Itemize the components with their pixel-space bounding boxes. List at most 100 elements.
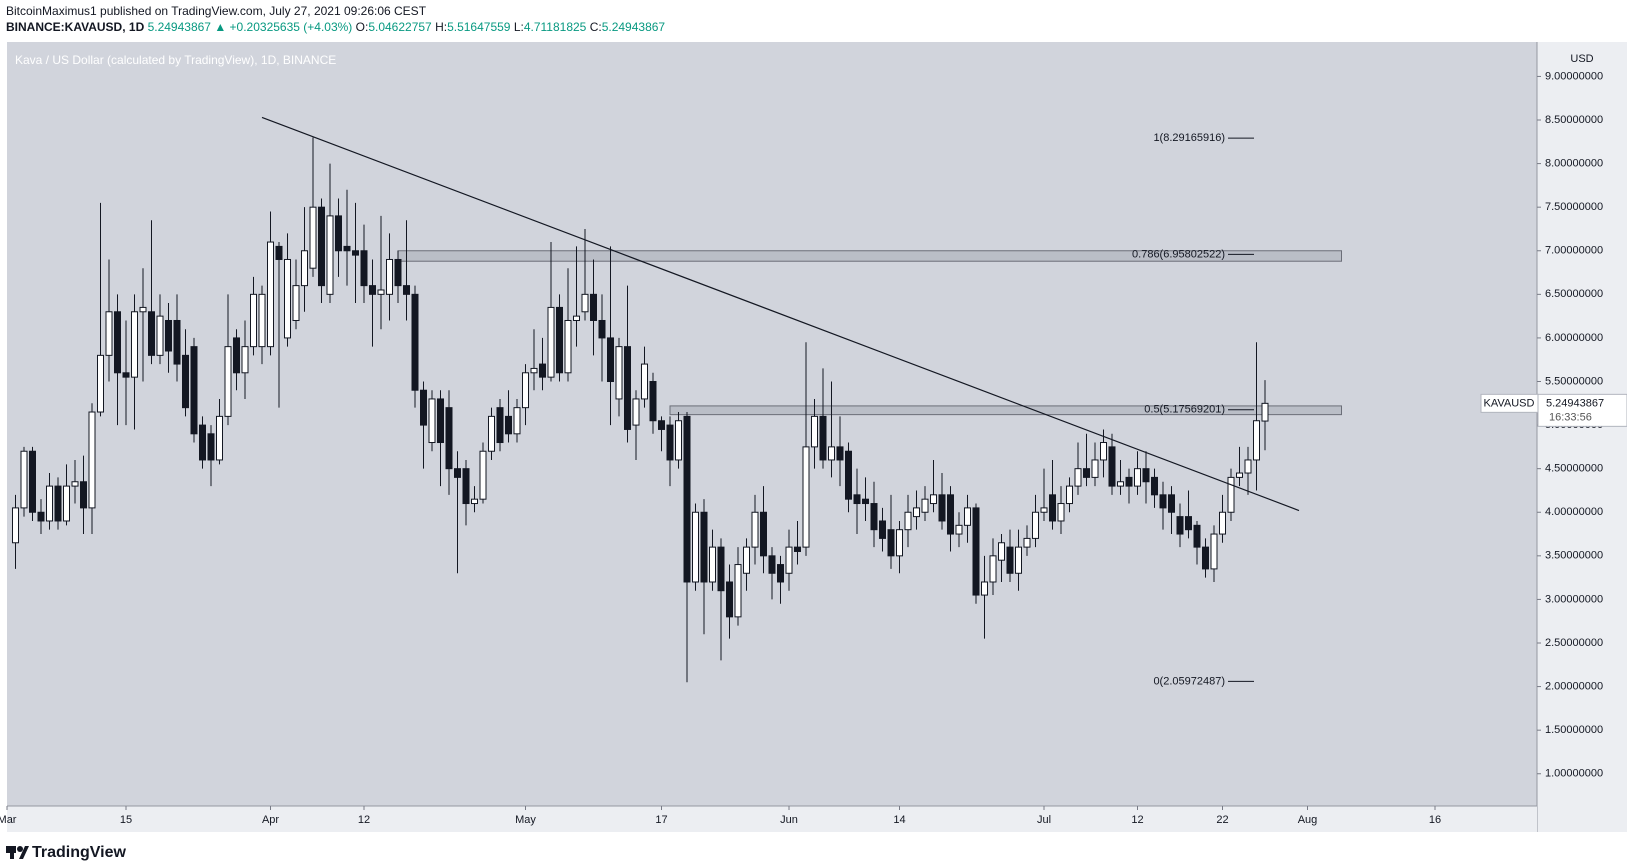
candle: [1202, 538, 1209, 578]
candle-body: [930, 494, 937, 505]
candle-body: [1253, 420, 1260, 461]
candle: [258, 285, 266, 365]
candle-body: [411, 293, 419, 391]
candle-body: [496, 407, 504, 444]
candle-body: [1142, 468, 1150, 483]
candle-body: [71, 481, 79, 487]
x-tick-label: Jul: [1037, 814, 1051, 826]
candle-body: [394, 258, 402, 287]
candle-body: [522, 372, 529, 409]
footer-logo: [6, 846, 29, 859]
candle-body: [1151, 476, 1158, 496]
symbol: BINANCE:KAVAUSD, 1D: [6, 20, 145, 34]
ohlc-label: O:: [355, 20, 369, 34]
candle: [105, 259, 113, 382]
x-tick-label: 12: [358, 814, 370, 826]
candle-body: [258, 293, 266, 348]
candle-body: [318, 206, 325, 287]
candle: [411, 285, 419, 408]
candle: [250, 276, 257, 356]
candle: [360, 224, 368, 304]
candle: [743, 538, 750, 591]
candle-body: [921, 498, 929, 513]
candle: [717, 538, 725, 661]
candle-body: [377, 289, 385, 295]
candle-body: [1193, 524, 1201, 548]
candle: [1049, 459, 1056, 530]
candle: [173, 294, 181, 382]
candle-body: [904, 511, 912, 531]
candle-body: [199, 424, 206, 461]
candle-body: [607, 337, 614, 383]
candle: [845, 442, 852, 513]
y-tick-label: 4.50000000: [1545, 463, 1603, 475]
candle-body: [1074, 468, 1082, 487]
candle: [335, 198, 342, 277]
candle: [811, 398, 818, 469]
candle: [1185, 490, 1192, 539]
candle-body: [955, 524, 963, 535]
candle: [794, 520, 801, 565]
chart-title: Kava / US Dollar (calculated by TradingV…: [15, 53, 336, 67]
candle-body: [836, 446, 844, 461]
candle-body: [734, 564, 742, 618]
candle-body: [20, 450, 28, 509]
y-tick-label: 2.50000000: [1545, 637, 1603, 649]
price-axis: [1537, 42, 1627, 832]
symbol-line: BINANCE:KAVAUSD, 1D 5.24943867 ▲ +0.2032…: [6, 19, 665, 35]
candle-body: [666, 424, 674, 461]
candle: [275, 242, 283, 408]
candle-body: [12, 507, 19, 544]
candle-body: [828, 446, 835, 461]
candle-body: [658, 420, 665, 430]
candle: [182, 329, 189, 417]
candle: [292, 259, 300, 330]
candle-body: [887, 529, 895, 557]
candle: [114, 294, 121, 426]
candle: [139, 268, 147, 382]
candle: [692, 503, 699, 591]
candle-body: [530, 367, 538, 374]
candle-body: [1066, 485, 1073, 505]
candle: [955, 512, 963, 548]
candle: [1006, 529, 1014, 582]
candle-body: [241, 346, 249, 374]
candle: [190, 337, 198, 443]
candle-body: [1083, 468, 1090, 478]
candle-body: [505, 415, 512, 435]
candle-body: [1134, 468, 1141, 487]
candle-body: [896, 529, 903, 557]
candle-body: [590, 293, 597, 321]
candle-body: [513, 407, 521, 435]
candle: [1210, 525, 1218, 582]
candle-body: [173, 319, 181, 365]
candle: [343, 189, 351, 286]
candle-body: [1244, 459, 1252, 474]
candle-body: [1159, 494, 1167, 509]
candle-body: [369, 285, 376, 295]
candle: [37, 499, 45, 535]
candle: [751, 494, 759, 565]
candle: [904, 494, 912, 548]
candle: [581, 228, 589, 321]
candle-body: [250, 293, 257, 348]
candle: [887, 494, 895, 569]
candle: [352, 202, 359, 304]
y-tick-label: 3.50000000: [1545, 550, 1603, 562]
candle-body: [632, 398, 640, 426]
candle-body: [386, 258, 393, 295]
y-axis-label: USD: [1570, 53, 1593, 65]
candle: [1159, 481, 1167, 530]
candle: [998, 534, 1005, 582]
candle-body: [1168, 494, 1175, 513]
candle-body: [649, 381, 657, 422]
candle: [1236, 446, 1243, 487]
candle-body: [165, 319, 172, 352]
candle: [46, 473, 53, 530]
header: BitcoinMaximus1 published on TradingView…: [6, 3, 665, 35]
candle-body: [1006, 546, 1014, 574]
candle: [131, 294, 138, 430]
candle-body: [751, 511, 759, 548]
candle-body: [879, 520, 886, 539]
